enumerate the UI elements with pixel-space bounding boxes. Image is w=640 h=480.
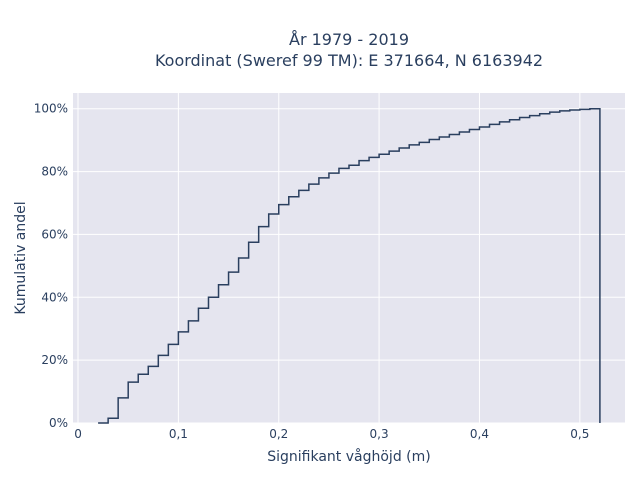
y-tick-label: 80% <box>41 165 68 179</box>
x-tick-label: 0,3 <box>370 427 389 441</box>
y-tick-label: 100% <box>34 102 68 116</box>
x-tick-label: 0 <box>74 427 82 441</box>
tick-labels: 0 0,1 0,2 0,3 0,4 0,5 0% 20% 40% 60% 80% 100% <box>34 102 590 441</box>
x-tick-label: 0,1 <box>169 427 188 441</box>
y-tick-label: 0% <box>49 416 68 430</box>
y-axis-title: Kumulativ andel <box>13 201 29 314</box>
x-axis-title: Signifikant våghöjd (m) <box>267 448 430 465</box>
chart-title-line2: Koordinat (Sweref 99 TM): E 371664, N 61… <box>155 51 543 70</box>
grid <box>73 93 625 424</box>
cumulative-step-line <box>98 107 601 424</box>
y-tick-label: 60% <box>41 227 68 241</box>
x-tick-label: 0,5 <box>570 427 589 441</box>
plot-area <box>73 93 625 423</box>
x-tick-label: 0,4 <box>470 427 489 441</box>
y-tick-label: 20% <box>41 353 68 367</box>
chart-title-line1: År 1979 - 2019 <box>289 30 409 49</box>
x-tick-label: 0,2 <box>269 427 288 441</box>
y-tick-label: 40% <box>41 290 68 304</box>
